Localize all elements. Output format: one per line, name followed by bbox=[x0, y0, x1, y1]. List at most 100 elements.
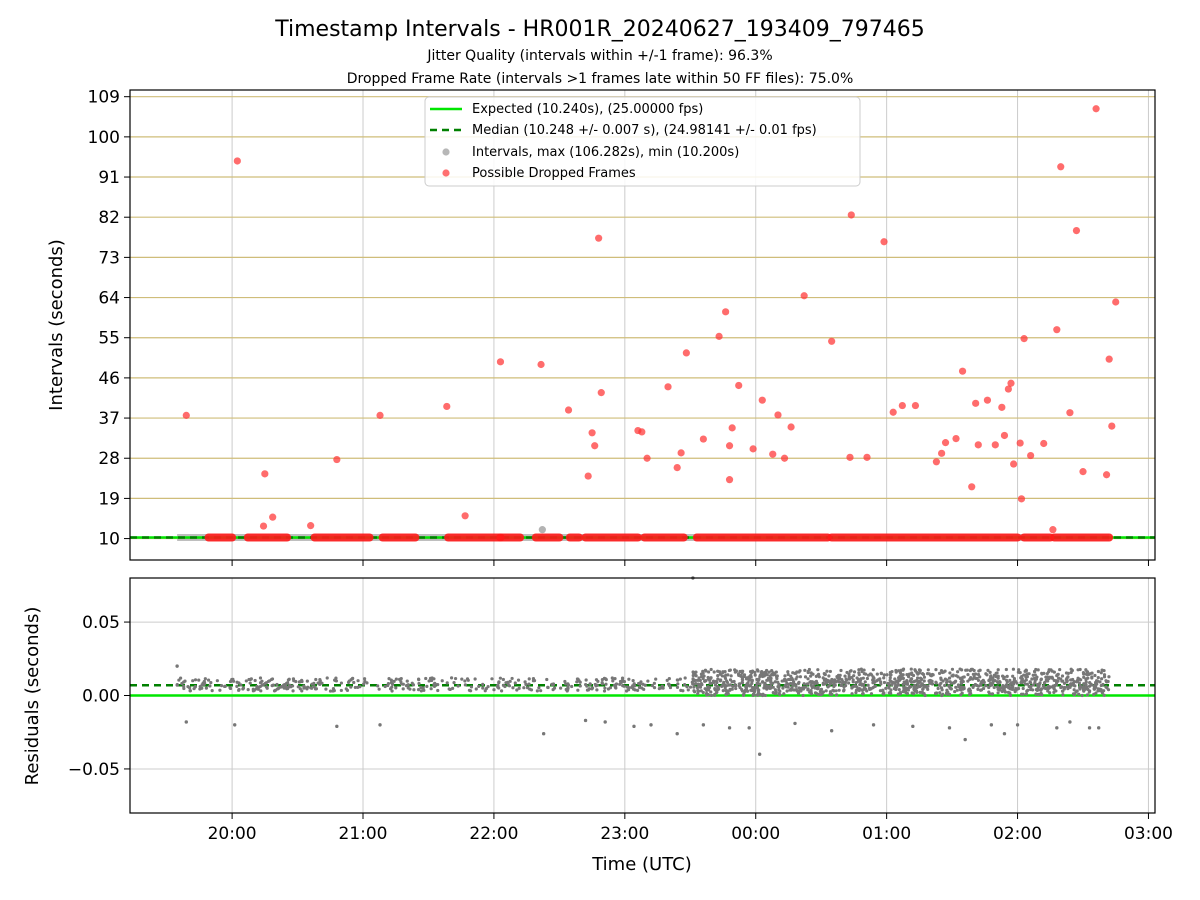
dropped-frame-point bbox=[828, 337, 836, 345]
residual-point bbox=[797, 670, 801, 674]
residual-point bbox=[859, 667, 863, 671]
residual-point bbox=[997, 686, 1002, 690]
residual-point bbox=[610, 676, 614, 680]
residual-point bbox=[1068, 685, 1072, 689]
residual-point bbox=[847, 674, 851, 679]
residual-point bbox=[1005, 674, 1009, 678]
residual-point bbox=[587, 687, 591, 691]
residual-point bbox=[314, 687, 319, 691]
residual-point bbox=[564, 682, 568, 686]
residual-point bbox=[875, 672, 879, 676]
residual-point bbox=[863, 680, 867, 684]
residual-outlier-point bbox=[727, 726, 732, 730]
residual-point bbox=[650, 684, 654, 688]
residual-point bbox=[691, 670, 695, 674]
residual-point bbox=[228, 686, 233, 691]
residual-point bbox=[833, 678, 837, 682]
dropped-frame-point bbox=[638, 428, 646, 436]
dropped-frame-point bbox=[261, 470, 269, 478]
residual-point bbox=[926, 668, 930, 672]
residual-point bbox=[1030, 677, 1034, 681]
residual-outlier-point bbox=[1002, 731, 1007, 736]
residual-point bbox=[809, 674, 813, 678]
residual-point bbox=[527, 677, 531, 681]
residual-point bbox=[377, 687, 381, 691]
residual-point bbox=[770, 669, 774, 673]
residual-point bbox=[1016, 686, 1021, 691]
residual-point bbox=[955, 688, 959, 692]
residual-point bbox=[821, 681, 825, 685]
residual-point bbox=[1082, 675, 1086, 679]
residual-outlier-point bbox=[793, 721, 797, 726]
residual-point bbox=[906, 688, 911, 692]
dropped-frame-point bbox=[595, 234, 603, 242]
residual-point bbox=[770, 672, 774, 676]
residual-point bbox=[835, 693, 839, 697]
residual-point bbox=[754, 684, 758, 689]
residual-point bbox=[1101, 682, 1105, 687]
residual-point bbox=[508, 679, 512, 683]
residual-point bbox=[1094, 691, 1098, 695]
top-y-tick-label: 73 bbox=[98, 248, 120, 268]
residual-point bbox=[740, 677, 744, 681]
residual-point bbox=[729, 674, 733, 678]
residual-point bbox=[1010, 681, 1014, 685]
residual-point bbox=[1018, 671, 1022, 675]
residual-point bbox=[1104, 679, 1108, 683]
residual-point bbox=[991, 679, 995, 683]
dropped-frame-point bbox=[889, 408, 897, 416]
dropped-frame-point bbox=[1092, 105, 1100, 113]
residual-point bbox=[275, 682, 279, 687]
dropped-frame-point bbox=[584, 472, 592, 480]
residual-point bbox=[390, 689, 394, 693]
residual-point bbox=[765, 678, 769, 682]
residual-point bbox=[1039, 677, 1043, 681]
residual-point bbox=[626, 688, 631, 692]
residual-outlier-point bbox=[1068, 720, 1072, 724]
residual-point bbox=[1024, 674, 1029, 678]
dropped-frame-point bbox=[1072, 226, 1081, 235]
residual-point bbox=[501, 677, 505, 682]
residual-point bbox=[310, 686, 314, 690]
residual-point bbox=[1100, 677, 1104, 681]
residual-point bbox=[1029, 687, 1033, 691]
residual-point bbox=[751, 692, 756, 696]
residual-point bbox=[940, 688, 944, 692]
residual-point bbox=[394, 677, 398, 681]
residual-point bbox=[806, 688, 810, 692]
residual-point bbox=[1045, 671, 1049, 676]
residual-point bbox=[982, 680, 986, 684]
residual-point bbox=[887, 691, 891, 695]
residual-point bbox=[796, 691, 801, 695]
dropped-frame-point bbox=[1040, 439, 1048, 448]
residual-point bbox=[1006, 690, 1010, 694]
dropped-frame-point bbox=[1112, 298, 1120, 306]
x-tick-label: 00:00 bbox=[731, 824, 780, 844]
residual-point bbox=[1087, 672, 1091, 677]
top-y-tick-label: 109 bbox=[88, 88, 120, 108]
residual-point bbox=[237, 688, 241, 692]
residual-point bbox=[952, 680, 956, 685]
residual-point bbox=[786, 677, 791, 682]
residual-point bbox=[604, 682, 608, 686]
residual-point bbox=[827, 679, 831, 683]
dropped-frame-point bbox=[1020, 335, 1028, 343]
residual-point bbox=[202, 679, 206, 684]
residual-point bbox=[980, 680, 984, 684]
residual-point bbox=[1078, 683, 1082, 688]
residual-point bbox=[697, 676, 701, 680]
dropped-frame-point bbox=[1079, 468, 1087, 476]
residual-point bbox=[842, 688, 846, 692]
residual-point bbox=[1024, 668, 1028, 672]
residual-point bbox=[918, 668, 922, 673]
residual-point bbox=[1102, 693, 1106, 697]
residual-point bbox=[882, 680, 887, 685]
residual-point bbox=[625, 685, 629, 689]
dropped-frame-point bbox=[1108, 422, 1116, 430]
residual-point bbox=[934, 680, 938, 684]
residual-point bbox=[652, 686, 657, 690]
residual-point bbox=[887, 686, 891, 690]
residual-point bbox=[436, 688, 440, 693]
residual-point bbox=[394, 686, 398, 690]
